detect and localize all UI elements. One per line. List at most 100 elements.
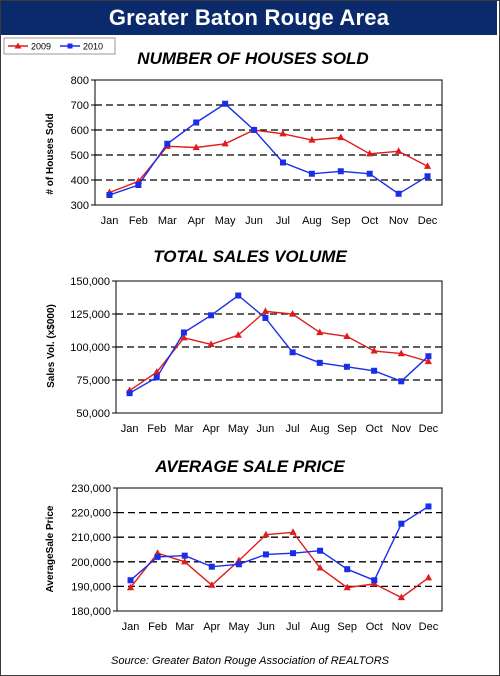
y-tick-label: 180,000 [71, 606, 111, 618]
y-tick-label: 700 [71, 100, 89, 112]
point-2010 [289, 349, 296, 356]
point-2010 [208, 312, 215, 319]
banner-title: Greater Baton Rouge Area [1, 1, 497, 35]
point-2009 [343, 583, 351, 591]
x-tick-label: Jun [245, 215, 263, 227]
x-tick-label: Aug [310, 621, 330, 633]
point-2010 [425, 503, 432, 510]
x-tick-label: Oct [366, 423, 383, 435]
point-2010 [180, 329, 187, 336]
point-2010 [262, 314, 269, 321]
y-tick-label: 210,000 [71, 532, 111, 544]
point-2009 [424, 573, 433, 581]
series-line-2010 [130, 505, 429, 582]
point-2010 [154, 553, 161, 560]
x-tick-label: Apr [203, 423, 220, 435]
legend-box [3, 37, 116, 55]
point-2010 [126, 390, 133, 397]
point-2010 [235, 292, 242, 299]
point-2010 [317, 547, 324, 554]
x-tick-label: Apr [203, 621, 220, 633]
point-2010 [343, 363, 350, 370]
point-2010 [153, 374, 160, 381]
point-2010 [398, 378, 405, 385]
point-2009 [126, 583, 135, 591]
point-2009 [395, 147, 403, 154]
x-tick-label: Jul [286, 621, 300, 633]
x-tick-label: Dec [419, 423, 439, 435]
point-2009 [207, 340, 215, 347]
legend-label-2009: 2009 [31, 42, 51, 52]
point-2010 [208, 563, 215, 570]
point-2009 [366, 149, 374, 157]
legend: 2009 2010 [3, 37, 116, 55]
x-tick-label: Feb [129, 215, 148, 227]
y-axis-label-houses-sold: # of Houses Sold [45, 113, 56, 194]
point-2009 [192, 143, 200, 151]
legend-marker-2009 [14, 42, 22, 49]
point-2010 [135, 182, 142, 188]
x-tick-label: Feb [148, 621, 167, 633]
plot-houses-sold: 300 400 500 600 700 800 Jan Feb Mar Apr May Jun Jul A… [71, 75, 443, 227]
series-line-2010 [109, 102, 428, 196]
x-tick-label: Sep [337, 423, 357, 435]
point-2010 [262, 551, 269, 558]
x-tick-label: May [228, 621, 249, 633]
legend-marker-2010 [67, 43, 73, 49]
x-tick-label: Sep [331, 215, 351, 227]
point-2010 [181, 552, 188, 559]
point-2010 [424, 173, 431, 180]
y-tick-label: 230,000 [71, 483, 111, 495]
x-tick-label: Dec [418, 215, 438, 227]
point-2009 [234, 331, 242, 338]
x-tick-label: Mar [158, 215, 177, 227]
y-tick-label: 200,000 [71, 557, 111, 569]
point-2010 [251, 127, 258, 133]
y-tick-label: 800 [71, 75, 89, 87]
plot-area [116, 487, 443, 612]
x-tick-label: Aug [310, 423, 330, 435]
point-2010 [290, 550, 297, 557]
x-tick-label: Aug [302, 215, 322, 227]
x-tick-label: Jan [101, 215, 119, 227]
point-2010 [344, 566, 351, 573]
point-2009 [397, 349, 405, 357]
point-2010 [425, 353, 432, 360]
series-line-2010 [129, 294, 429, 394]
point-2009 [423, 162, 432, 169]
point-2009 [343, 332, 351, 340]
chart-title-houses-sold: NUMBER OF HOUSES SOLD [137, 49, 368, 68]
point-2010 [193, 119, 200, 126]
point-2010 [366, 170, 373, 177]
x-tick-label: Jul [276, 215, 290, 227]
x-tick-label: Nov [389, 215, 409, 227]
y-tick-label: 50,000 [76, 408, 110, 420]
legend-label-2010: 2010 [83, 42, 103, 52]
series-line-2009 [129, 310, 429, 392]
y-axis-label-sales-volume: Sales Vol. (x$000) [46, 304, 57, 388]
plot-average-price: 180,000 190,000 200,000 210,000 220,000 230,0… [71, 483, 443, 633]
x-tick-label: Sep [337, 621, 357, 633]
y-tick-label: 400 [71, 175, 89, 187]
series-line-2009 [109, 129, 428, 194]
point-2009 [288, 310, 297, 317]
x-tick-label: May [228, 423, 249, 435]
point-2010 [398, 520, 405, 527]
series-line-2009 [129, 531, 429, 599]
point-2010 [395, 190, 402, 197]
point-2010 [337, 168, 344, 175]
y-tick-label: 150,000 [70, 276, 110, 288]
x-tick-label: Oct [361, 215, 378, 227]
y-tick-label: 100,000 [70, 342, 110, 354]
x-tick-label: Dec [419, 621, 439, 633]
point-2009 [337, 133, 345, 141]
y-tick-label: 125,000 [70, 309, 110, 321]
y-tick-label: 500 [71, 150, 89, 162]
point-2009 [289, 528, 297, 535]
point-2010 [222, 100, 229, 107]
point-2010 [316, 359, 323, 366]
plot-area [94, 79, 443, 206]
point-2009 [180, 333, 188, 341]
point-2009 [221, 139, 229, 147]
point-2010 [127, 577, 134, 584]
